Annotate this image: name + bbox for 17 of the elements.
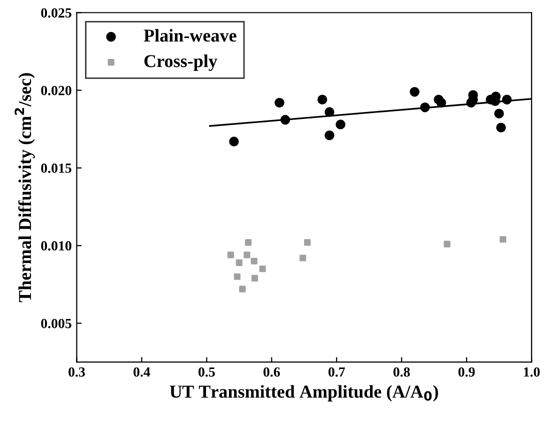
legend-label: Plain-weave (144, 28, 236, 42)
y-tick-label: 0.020 (41, 86, 72, 96)
x-tick-label: 0.8 (393, 367, 410, 377)
y-tick-label: 0.005 (41, 318, 72, 328)
x-axis-title: UT Transmitted Amplitude (A/A$_{0}$) (170, 385, 438, 402)
x-tick-label: 0.5 (198, 367, 215, 377)
x-tick-label: 0.6 (264, 367, 280, 377)
legend-label: Cross-ply (144, 54, 218, 71)
x-tick-label: 0.9 (458, 367, 475, 377)
y-tick-label: 0.010 (41, 241, 72, 251)
x-tick-label: 0.4 (134, 367, 150, 377)
y-tick-label: 0.025 (41, 8, 72, 18)
x-tick-label: 1.0 (524, 367, 540, 377)
y-axis-title: Thermal Diffusivity (cm$^{2}$/sec) (14, 73, 35, 302)
x-tick-label: 0.3 (68, 367, 85, 377)
x-tick-label: 0.7 (328, 367, 345, 377)
y-tick-label: 0.015 (41, 164, 72, 173)
